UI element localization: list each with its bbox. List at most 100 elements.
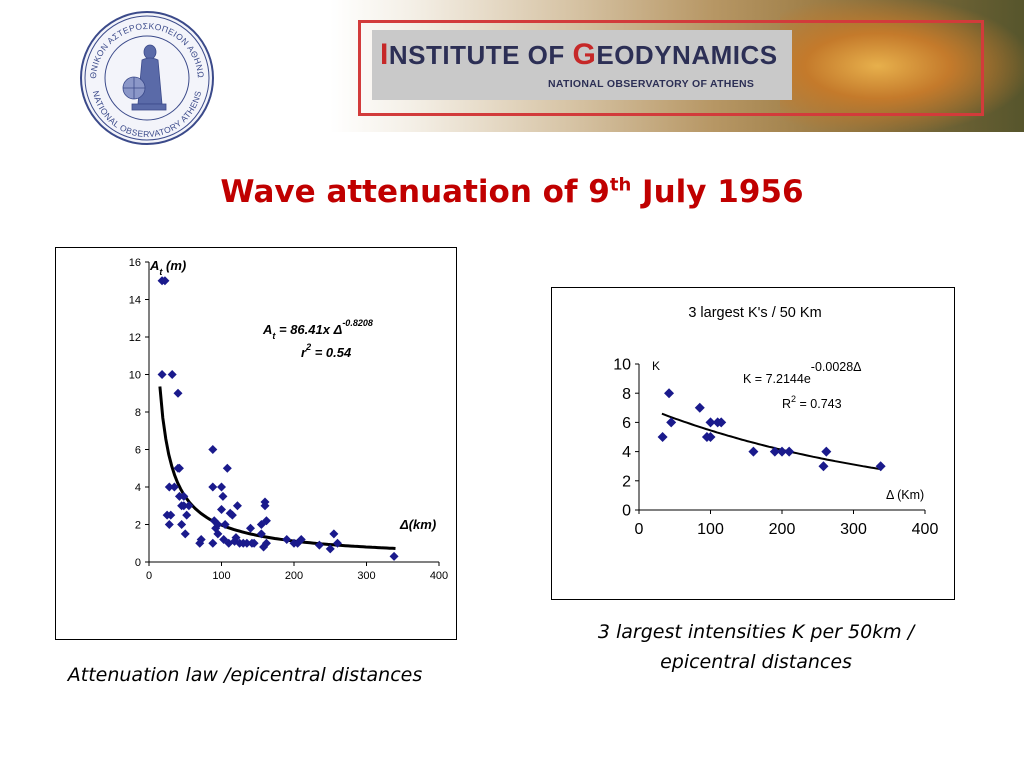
data-point [213,520,223,529]
observatory-seal-icon: ΕΘΝΙΚΟΝ ΑΣΤΕΡΟΣΚΟΠΕΙΟΝ ΑΘΗΝΩΝ NATIONAL O… [78,10,214,145]
data-point [167,370,177,379]
y-tick-label: 16 [129,257,141,269]
data-point [748,446,759,457]
data-point [179,491,189,501]
attenuation-fit-curve [158,386,396,550]
data-point [182,510,192,520]
data-point [261,516,271,526]
data-point [217,505,226,514]
x-tick-label: 400 [912,521,939,538]
institute-initial-2: G [572,38,597,71]
x-tick-label: 300 [357,570,375,582]
x-tick-label: 300 [840,521,867,538]
data-point [242,538,252,548]
data-point [164,482,174,492]
y-tick-label: 2 [135,519,141,531]
data-point [875,461,886,472]
data-point [217,482,226,492]
x-tick-label: 200 [769,521,796,538]
header: INSTITUTE OF GEODYNAMICS NATIONAL OBSERV… [0,0,1024,145]
data-point [213,529,223,539]
data-point [174,463,184,473]
y-tick-label: 0 [622,503,631,520]
data-point [694,402,705,413]
y-tick-label: 8 [135,407,141,419]
data-point [220,520,230,529]
data-point [157,370,167,379]
institute-word-2: EODYNAMICS [596,40,778,70]
caption-right-line-2: epicentral distances [660,651,852,673]
k-r2-value: = 0.743 [796,397,842,411]
data-point [333,538,342,548]
y-tick-label: 8 [622,386,631,403]
attenuation-chart: 0 2 4 6 8 10 12 14 16 0 100 200 300 400 At (m) Δ(km) … [55,247,457,640]
k-r2-exponent: 2 [791,394,796,404]
data-point [716,417,727,428]
data-point [657,432,668,442]
intensity-r2: R2 = 0.743 [782,394,842,411]
intensity-y-label: K [652,359,660,373]
data-point [256,529,266,539]
data-point [180,529,190,539]
y-tick-label: 4 [135,482,141,494]
data-point [260,501,270,511]
y-tick-label: 6 [622,415,631,432]
data-point [282,535,292,544]
data-point [325,544,335,554]
institute-title: INSTITUTE OF GEODYNAMICS [380,38,778,72]
data-point [196,535,206,544]
k-equation-exponent: -0.0028Δ [811,360,862,374]
y-tick-label: 0 [135,557,141,569]
r2-exponent: 2 [305,342,311,352]
equation-exponent: -0.8208 [342,318,373,328]
y-label-main: A [149,258,159,273]
data-point [821,446,832,457]
y-tick-label: 4 [622,444,631,461]
data-point [246,523,255,533]
y-tick-label: 6 [135,444,141,456]
data-point [208,538,218,548]
intensity-x-label: Δ (Km) [886,488,924,502]
x-tick-label: 0 [635,521,644,538]
data-point [296,535,306,544]
data-point [164,520,174,529]
y-tick-label: 10 [129,369,141,381]
title-main: Wave attenuation of 9 [220,174,610,210]
title-superscript: th [609,174,632,196]
equation-rhs: = 86.41x Δ [275,322,342,337]
r2-value: = 0.54 [311,345,352,360]
attenuation-x-label: Δ(km) [399,517,436,532]
data-point [208,445,218,454]
data-point [784,446,795,457]
banner-frame [358,20,984,116]
intensity-chart: 3 largest K's / 50 Km 0 2 4 6 8 10 0 100 200 300 4… [551,287,955,600]
institute-word-1: NSTITUTE OF [388,40,573,70]
slide-title: Wave attenuation of 9th July 1956 [0,174,1024,210]
institute-initial-1: I [380,38,389,71]
intensity-fit-curve [661,412,883,471]
k-r2-label: R [782,397,791,411]
caption-left: Attenuation law /epicentral distances [67,664,423,686]
data-point [705,417,716,428]
data-point [218,491,228,501]
data-point [666,417,677,428]
data-point [179,501,189,511]
data-point [329,529,339,539]
y-tick-label: 14 [129,294,141,306]
institute-subtitle: NATIONAL OBSERVATORY OF ATHENS [548,78,755,90]
data-point [173,388,183,398]
y-label-subscript: t [159,267,163,277]
x-tick-label: 100 [697,521,724,538]
y-tick-label: 12 [129,332,141,344]
equation-lhs: A [262,322,272,337]
equation-subscript: t [272,331,276,341]
data-point [232,501,242,511]
attenuation-equation: At = 86.41x Δ-0.8208 [262,318,373,341]
data-point [208,482,218,492]
data-point [664,388,675,399]
caption-right: 3 largest intensities K per 50km / epice… [556,617,956,677]
y-tick-label: 2 [622,473,631,490]
intensity-equation: K = 7.2144e-0.0028Δ [743,360,862,386]
